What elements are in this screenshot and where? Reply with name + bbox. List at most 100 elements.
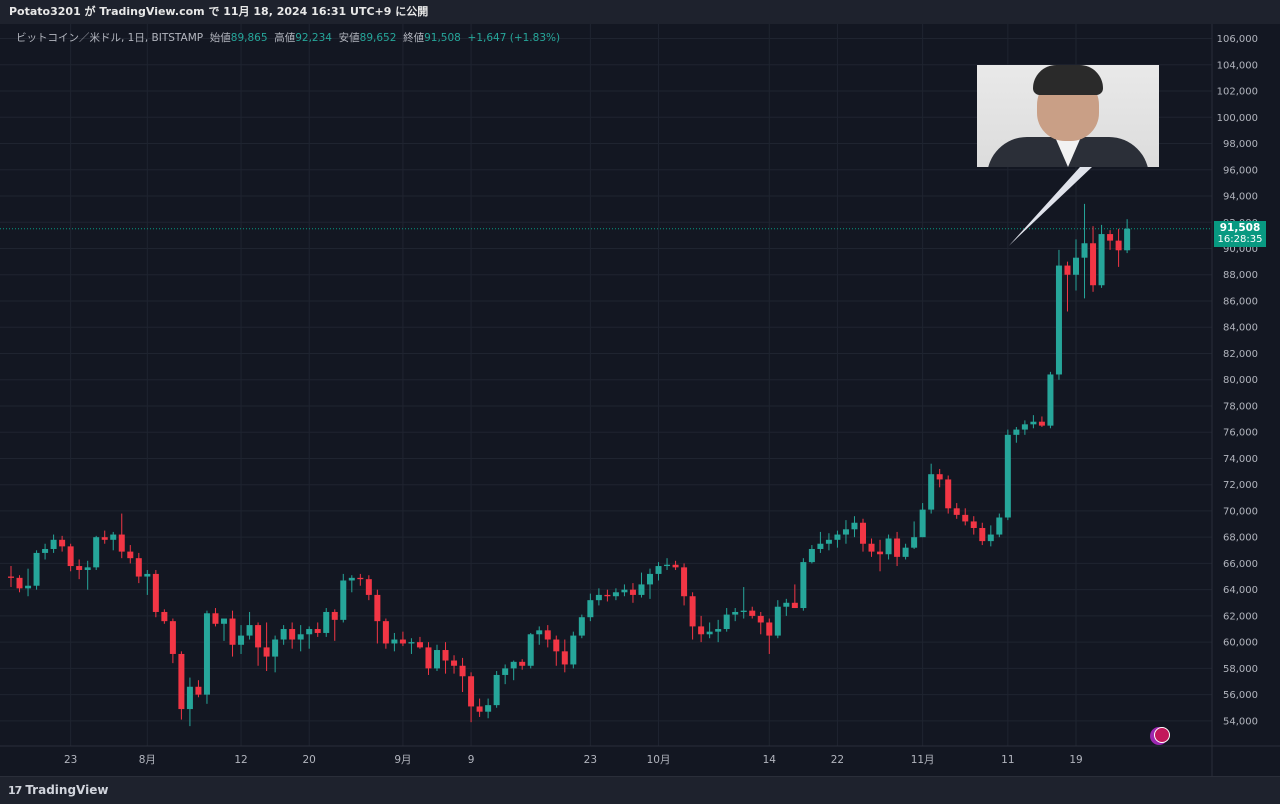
tradingview-logo[interactable]: 17 TradingView [8,783,108,797]
open-label: 始値 [209,32,231,44]
candle-body [996,517,1003,535]
candle-body [510,661,517,669]
candle-body [348,577,355,581]
candle-body [868,543,875,552]
candle-body [842,529,849,535]
candle-body [1098,234,1105,286]
candle-body [629,589,636,595]
candle-body [229,618,236,645]
candle-body [459,665,466,677]
candle-body [860,522,866,544]
candle-body [689,596,696,627]
candle-body [195,686,202,695]
y-tick-label: 82,000 [1223,349,1258,360]
candle-body [493,674,500,706]
candle-body [391,639,398,644]
y-tick-label: 64,000 [1223,585,1258,596]
candle-body [612,592,619,597]
symbol-name: ビットコイン／米ドル, 1日, BITSTAMP [16,32,204,44]
candle-body [33,552,40,586]
candle-body [135,558,142,577]
high-label: 高値 [274,32,296,44]
y-tick-label: 78,000 [1223,401,1258,412]
candle-body [289,629,296,640]
candle-body [374,594,381,622]
candle-body [1115,240,1122,251]
candle-body [945,479,952,509]
close-label: 終値 [403,32,425,44]
y-tick-label: 60,000 [1223,638,1258,649]
candle-body [519,661,526,666]
candle-body [544,630,551,640]
candle-body [178,653,185,710]
x-tick-label: 9月 [394,754,411,766]
candle-body [527,634,534,666]
y-tick-label: 76,000 [1223,428,1258,439]
candle-body [647,573,653,585]
y-tick-label: 84,000 [1223,323,1258,334]
candle-body [825,539,832,544]
x-tick-label: 11 [1001,754,1014,766]
open-value: 89,865 [230,32,268,44]
candlestick-chart[interactable]: 54,000 56,000 58,000 60,000 62,000 64,000 66,0… [0,24,1280,776]
candle-body [808,548,815,563]
candle-body [203,613,210,695]
x-tick-label: 8月 [139,754,156,766]
x-tick-label: 23 [584,754,597,766]
x-tick-label: 23 [64,754,77,766]
candle-body [774,606,781,636]
candle-body [851,522,858,530]
candle-body [706,631,713,635]
candle-body [681,567,688,597]
annotation-photo[interactable] [977,65,1159,167]
candle-body [672,564,679,568]
candle-body [442,650,449,661]
candle-body [970,521,977,528]
low-value: 89,652 [359,32,397,44]
candle-body [664,564,671,567]
y-tick-label: 100,000 [1217,113,1258,124]
candle-body [382,621,389,644]
candle-body [169,621,176,654]
photo-hair [1033,65,1103,95]
candle-body [331,611,338,620]
x-tick-label: 9 [468,754,475,766]
candle-body [655,566,662,574]
candle-body [953,508,960,515]
candle-body [451,660,458,666]
symbol-legend: ビットコイン／米ドル, 1日, BITSTAMP 始値89,865 高値92,2… [16,30,560,45]
candle-body [1021,424,1028,430]
y-tick-label: 56,000 [1223,690,1258,701]
us-flag-icon[interactable] [1154,727,1170,743]
candle-body [1013,429,1020,435]
y-tick-label: 96,000 [1223,165,1258,176]
y-tick-label: 106,000 [1217,34,1258,45]
candle-body [757,615,764,623]
low-label: 安値 [338,32,360,44]
tradingview-mark-icon: 17 [8,783,22,797]
candle-body [468,676,475,707]
candle-body [979,527,986,542]
candle-body [118,534,125,552]
y-tick-label: 62,000 [1223,611,1258,622]
candle-body [263,647,270,657]
y-tick-label: 58,000 [1223,664,1258,675]
x-tick-label: 11月 [911,754,935,766]
candle-body [1081,243,1088,258]
candle-body [152,573,159,612]
candle-body [42,548,49,553]
candle-body [434,650,440,669]
candle-body [698,626,705,635]
annotation-pointer [1008,167,1092,246]
candle-body [1124,228,1131,251]
publish-header: Potato3201 が TradingView.com で 11月 18, 2… [0,0,1280,24]
y-tick-label: 104,000 [1217,60,1258,71]
candle-body [76,566,83,570]
x-tick-label: 19 [1069,754,1082,766]
candle-body [1064,265,1071,275]
candle-body [280,629,287,640]
candle-body [212,613,219,624]
candle-body [93,537,100,568]
candle-body [919,509,926,538]
y-tick-label: 70,000 [1223,506,1258,517]
